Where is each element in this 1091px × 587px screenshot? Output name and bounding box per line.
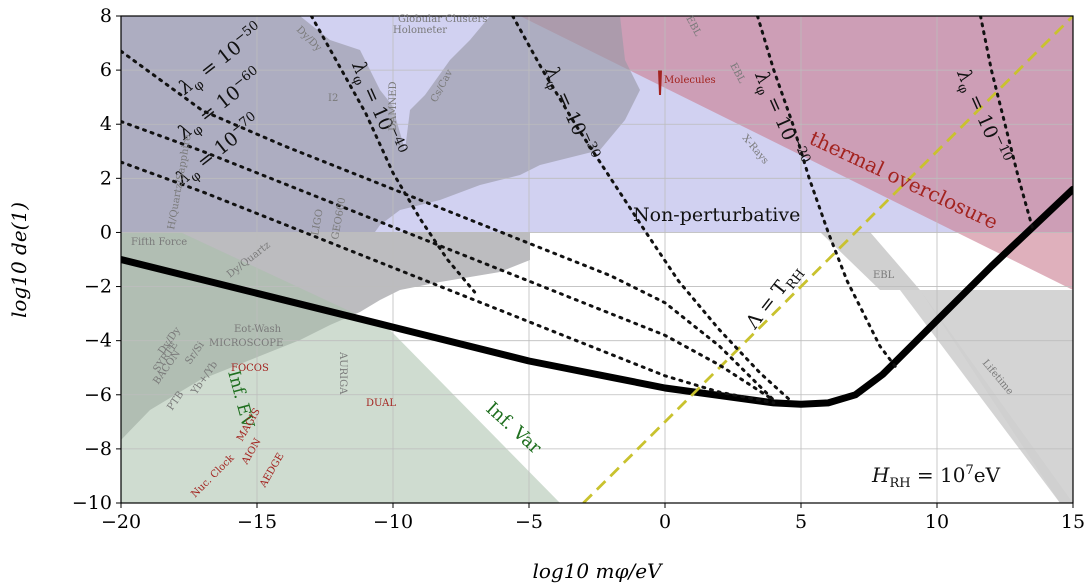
h-rh-value: = 10 xyxy=(911,463,966,487)
y-tick-label: −8 xyxy=(84,438,112,460)
x-tick-label: −20 xyxy=(101,511,141,533)
x-tick-label: −10 xyxy=(373,511,413,533)
thermal-overclosure-region xyxy=(520,16,1073,290)
lambda-line xyxy=(979,16,1034,229)
lambda-trh-line xyxy=(582,16,1073,503)
x-tick-label: 15 xyxy=(1061,511,1085,533)
y-axis-title: log10 de(1) xyxy=(7,202,31,318)
y-tick-label: 2 xyxy=(100,167,112,189)
exp-holometer: Holometer xyxy=(393,25,447,36)
lambda-line xyxy=(309,16,477,294)
inf-ev-region xyxy=(121,232,560,503)
svg-text:Λ = TRH: Λ = TRH xyxy=(741,260,809,336)
label-lambda-trh: Λ = TRH xyxy=(741,260,809,336)
y-tick-label: −2 xyxy=(84,276,112,298)
plot-area xyxy=(121,16,1073,503)
exp-auriga: AURIGA xyxy=(337,351,348,395)
y-tick-label: −4 xyxy=(84,330,112,352)
exp-ebl-right: EBL xyxy=(873,270,895,281)
exp-ligo: LIGO xyxy=(310,208,325,236)
exp-eot-wash: Eot-Wash xyxy=(234,324,282,335)
exp-focos: FOCOS xyxy=(231,363,269,374)
y-tick-label: 4 xyxy=(100,113,112,135)
h-rh-unit: eV xyxy=(974,463,1001,487)
h-rh-h: H xyxy=(871,463,890,487)
h-rh-sub: RH xyxy=(889,476,910,491)
svg-text:HRH = 107eV: HRH = 107eV xyxy=(871,463,1001,491)
plot-frame xyxy=(120,15,1074,504)
exp-dual: DUAL xyxy=(366,398,396,409)
label-non-perturbative: Non-perturbative xyxy=(633,204,800,226)
exp-molecules: Molecules xyxy=(664,75,716,86)
x-tick-label: 5 xyxy=(795,511,807,533)
y-tick-label: −10 xyxy=(72,492,112,514)
lambda-line xyxy=(121,160,776,405)
x-tick-label: 10 xyxy=(925,511,949,533)
y-tick-label: 0 xyxy=(100,221,112,243)
main-constraint-line xyxy=(121,185,1073,408)
y-tick-label: 8 xyxy=(100,5,112,27)
exp-damned: DAMNED xyxy=(388,81,399,131)
lambda-line xyxy=(121,120,776,402)
exp-i2: I2 xyxy=(328,93,338,104)
h-rh-exp: 7 xyxy=(966,463,974,478)
x-axis-title: log10 mφ/eV xyxy=(532,559,664,583)
exp-globular-clusters: Globular Clusters xyxy=(398,14,487,25)
exp-microscope: MICROSCOPE xyxy=(209,338,283,349)
molecules-mark xyxy=(658,70,662,95)
x-tick-label: −5 xyxy=(515,511,543,533)
lambda-line xyxy=(121,49,776,402)
y-tick-label: 6 xyxy=(100,59,112,81)
exp-fifth-force: Fifth Force xyxy=(131,237,187,248)
x-tick-label: −15 xyxy=(237,511,277,533)
label-h-rh: HRH = 107eV xyxy=(871,463,1001,491)
series-layer xyxy=(121,16,1073,503)
lambda-line xyxy=(511,16,792,402)
x-tick-label: 0 xyxy=(659,511,671,533)
lifetime-region xyxy=(900,290,1073,503)
y-tick-label: −6 xyxy=(84,384,112,406)
